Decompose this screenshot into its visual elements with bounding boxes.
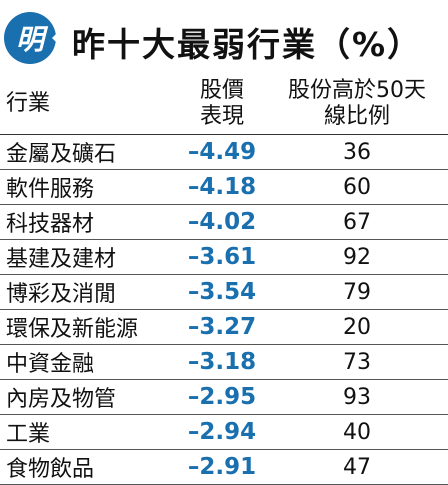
industry-cell: 食物飲品 [0,449,178,485]
industry-cell: 博彩及消閒 [0,274,178,310]
industry-cell: 基建及建材 [0,239,178,275]
above-50d-cell: 60 [266,169,448,205]
table-row: 博彩及消閒 –3.54 79 [0,274,448,310]
industry-cell: 內房及物管 [0,379,178,415]
table-row: 中資金融 –3.18 73 [0,344,448,380]
column-header-above-50d-line1: 股份高於50天 [288,78,426,103]
column-header-above-50d: 股份高於50天 線比例 [266,74,448,135]
table-row: 科技器材 –4.02 67 [0,204,448,240]
performance-cell: –3.18 [178,344,266,380]
performance-cell: –3.61 [178,239,266,275]
industry-cell: 工業 [0,414,178,450]
above-50d-cell: 47 [266,449,448,485]
above-50d-cell: 93 [266,379,448,415]
above-50d-cell: 36 [266,134,448,170]
table-row: 軟件服務 –4.18 60 [0,169,448,205]
industry-cell: 科技器材 [0,204,178,240]
above-50d-cell: 92 [266,239,448,275]
table-row: 環保及新能源 –3.27 20 [0,309,448,345]
ming-badge-icon: 明 [4,12,56,64]
industry-cell: 軟件服務 [0,169,178,205]
industry-cell: 金屬及礦石 [0,134,178,170]
performance-cell: –4.02 [178,204,266,240]
industry-cell: 環保及新能源 [0,309,178,345]
above-50d-cell: 40 [266,414,448,450]
performance-cell: –4.18 [178,169,266,205]
above-50d-cell: 73 [266,344,448,380]
column-header-industry-text: 行業 [6,91,51,116]
above-50d-cell: 79 [266,274,448,310]
table-row: 金屬及礦石 –4.49 36 [0,134,448,170]
performance-cell: –2.91 [178,449,266,485]
industry-cell: 中資金融 [0,344,178,380]
table-header: 明 昨十大最弱行業（%） [0,0,448,72]
table-row: 食物飲品 –2.91 47 [0,449,448,485]
above-50d-cell: 67 [266,204,448,240]
column-header-performance-line2: 表現 [199,104,244,129]
performance-cell: –2.95 [178,379,266,415]
column-header-above-50d-line2: 線比例 [323,104,390,129]
performance-cell: –3.54 [178,274,266,310]
column-header-industry: 行業 [0,74,178,135]
weakest-industries-table: 行業 股價 表現 股份高於50天 線比例 金屬及礦石 –4.49 36 軟件服務 –4.… [0,74,448,485]
performance-cell: –2.94 [178,414,266,450]
column-header-performance-line1: 股價 [199,78,244,103]
table-row: 內房及物管 –2.95 93 [0,379,448,415]
table-title: 昨十大最弱行業（%） [72,25,423,64]
table-row: 工業 –2.94 40 [0,414,448,450]
column-header-performance: 股價 表現 [178,74,266,135]
performance-cell: –4.49 [178,134,266,170]
above-50d-cell: 20 [266,309,448,345]
performance-cell: –3.27 [178,309,266,345]
table-row: 基建及建材 –3.61 92 [0,239,448,275]
header-row: 行業 股價 表現 股份高於50天 線比例 [0,74,448,135]
